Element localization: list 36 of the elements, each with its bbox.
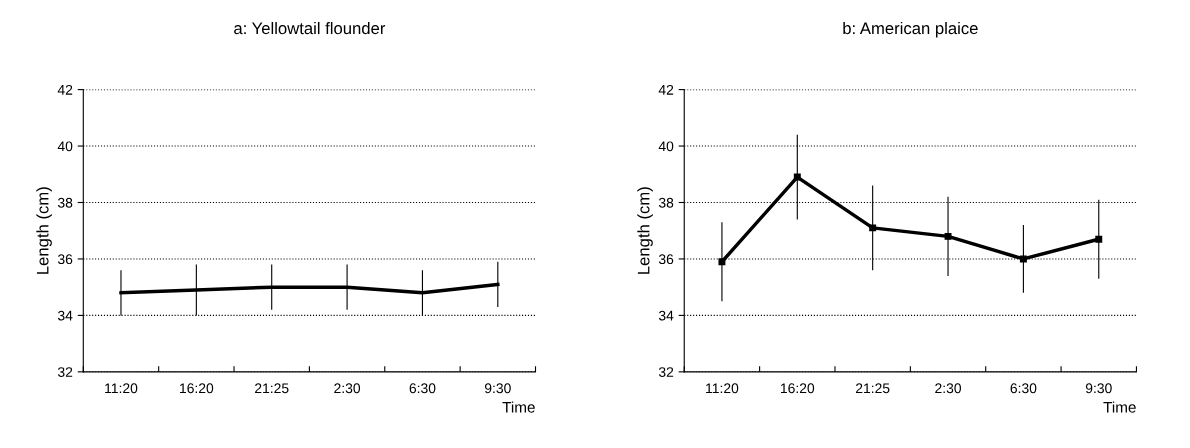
x-tick-label: 6:30 bbox=[409, 383, 436, 394]
point bbox=[718, 258, 726, 266]
y-tick-label: 32 bbox=[658, 367, 674, 378]
x-tick-label: 21:25 bbox=[255, 383, 289, 394]
y-tick-label: 34 bbox=[57, 310, 73, 321]
x-axis-title: Time bbox=[502, 401, 535, 413]
y-axis-title: Length (cm) bbox=[637, 187, 653, 274]
x-tick-label: 11:20 bbox=[105, 383, 138, 394]
point bbox=[1019, 255, 1027, 263]
x-tick-label: 9:30 bbox=[1085, 383, 1112, 394]
x-tick-label: 21:25 bbox=[855, 383, 890, 394]
chart-title: b: American plaice bbox=[843, 21, 978, 38]
x-tick-label: 16:20 bbox=[180, 383, 214, 394]
x-tick-label: 9:30 bbox=[484, 383, 511, 394]
y-tick-label: 32 bbox=[57, 367, 73, 378]
chart-title: a: Yellowtail flounder bbox=[234, 21, 386, 35]
x-tick-label: 2:30 bbox=[935, 383, 962, 394]
point bbox=[1095, 235, 1103, 243]
y-tick-label: 34 bbox=[658, 310, 674, 321]
y-tick-label: 36 bbox=[658, 254, 674, 265]
y-tick-label: 36 bbox=[57, 254, 73, 265]
y-tick-label: 42 bbox=[658, 84, 674, 95]
x-tick-label: 11:20 bbox=[706, 383, 739, 394]
y-tick-label: 42 bbox=[57, 84, 73, 95]
point bbox=[869, 224, 877, 232]
y-tick-label: 40 bbox=[57, 141, 73, 152]
x-axis-title: Time bbox=[1103, 401, 1136, 413]
y-tick-label: 40 bbox=[658, 141, 674, 152]
x-tick-label: 2:30 bbox=[334, 383, 361, 394]
y-tick-label: 38 bbox=[57, 197, 73, 208]
x-tick-label: 6:30 bbox=[1010, 383, 1037, 394]
y-axis-title: Length (cm) bbox=[36, 187, 52, 274]
y-tick-label: 38 bbox=[658, 197, 674, 208]
point bbox=[793, 173, 801, 181]
x-tick-label: 16:20 bbox=[780, 383, 815, 394]
point bbox=[944, 232, 952, 240]
